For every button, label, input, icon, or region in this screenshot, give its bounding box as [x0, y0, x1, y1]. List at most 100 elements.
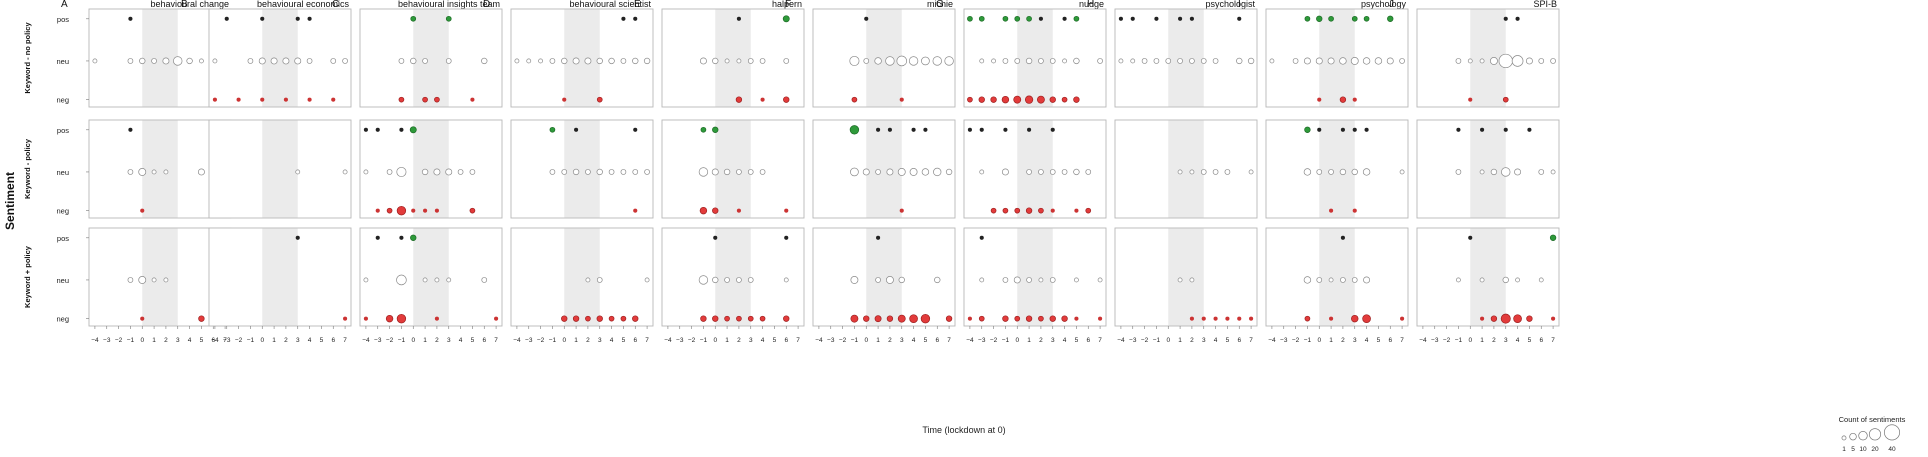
point-neu — [422, 58, 428, 64]
x-tick-label: 7 — [645, 337, 649, 344]
point-neg — [784, 208, 789, 213]
lockdown-band — [1319, 120, 1355, 218]
point-neu — [1502, 276, 1509, 284]
point-pos — [128, 16, 133, 21]
point-neg — [260, 97, 265, 102]
point-pos — [979, 235, 984, 240]
point-neu — [1467, 58, 1473, 64]
sentiment-tick-label: neu — [56, 276, 69, 285]
panel-cell — [661, 8, 805, 108]
point-neu — [1315, 57, 1323, 65]
point-neu — [294, 57, 302, 65]
panel-keyword: behavioural economics — [257, 0, 350, 9]
x-tick-label: 6 — [1237, 337, 1241, 344]
point-pos — [549, 126, 556, 133]
point-neu — [724, 58, 730, 64]
x-tick-label: −3 — [1129, 337, 1137, 344]
point-neu — [1189, 58, 1195, 64]
row-label: Keyword - policy — [23, 138, 32, 199]
point-neu — [596, 277, 603, 283]
point-pos — [1027, 127, 1032, 132]
x-tick-label: 4 — [188, 337, 192, 344]
point-pos — [876, 127, 881, 132]
point-neg — [423, 208, 428, 213]
x-tick-label: 1 — [152, 337, 156, 344]
legend-size-circle — [1884, 424, 1900, 441]
point-pos — [736, 16, 741, 21]
x-tick-label: 1 — [1329, 337, 1333, 344]
point-neg — [620, 315, 627, 322]
x-tick-label: −4 — [211, 337, 219, 344]
point-neu — [1153, 58, 1160, 64]
point-pos — [1073, 15, 1080, 22]
point-neu — [875, 277, 881, 283]
x-tick-label: −2 — [235, 337, 243, 344]
x-tick-label: 3 — [749, 337, 753, 344]
panel-keyword: psychology — [1361, 0, 1407, 9]
point-neu — [139, 57, 146, 65]
point-pos — [1130, 16, 1135, 21]
point-neu — [138, 276, 147, 284]
point-neg — [874, 315, 882, 323]
sentiment-tick-label: neg — [56, 315, 69, 324]
panel-keyword: behavioural insights team — [398, 0, 500, 9]
point-neg — [967, 316, 972, 321]
point-neu — [1247, 57, 1255, 65]
panel-letter: D — [483, 0, 490, 10]
point-neu — [127, 277, 134, 283]
point-neu — [632, 57, 639, 65]
lockdown-band — [1319, 228, 1355, 326]
lockdown-band — [715, 120, 751, 218]
x-tick-label: 5 — [1528, 337, 1532, 344]
point-neg — [759, 315, 766, 322]
point-neg — [1014, 207, 1021, 214]
point-neg — [331, 97, 336, 102]
point-neu — [1514, 168, 1522, 176]
point-neg — [1074, 316, 1079, 321]
point-neu — [1455, 169, 1462, 175]
x-tick-label: −3 — [374, 337, 382, 344]
point-pos — [445, 15, 452, 22]
point-neg — [1351, 314, 1359, 323]
panel-cell — [1416, 8, 1560, 108]
point-neu — [850, 167, 859, 177]
point-neu — [585, 169, 591, 175]
point-neg — [1189, 316, 1194, 321]
point-neg — [375, 208, 380, 213]
point-neg — [1551, 316, 1556, 321]
point-neu — [1248, 169, 1254, 175]
point-neg — [1490, 315, 1498, 322]
x-tick-label: −2 — [990, 337, 998, 344]
point-neg — [1213, 316, 1218, 321]
point-neg — [967, 96, 973, 103]
point-neu — [163, 277, 169, 283]
point-neu — [1269, 58, 1275, 64]
x-tick-label: −3 — [676, 337, 684, 344]
x-tick-label: 2 — [1190, 337, 1194, 344]
panel-cell — [1114, 119, 1258, 219]
point-neu — [1303, 57, 1311, 65]
point-neu — [991, 58, 996, 64]
point-pos — [574, 127, 579, 132]
point-neu — [1236, 57, 1243, 65]
x-tick-label: −4 — [362, 337, 370, 344]
point-neg — [1049, 96, 1056, 103]
panel-cell: −4 −3 −2 −1 0 1 2 3 4 5 6 7 — [1265, 227, 1409, 344]
x-tick-label: 3 — [447, 337, 451, 344]
x-tick-label: −3 — [103, 337, 111, 344]
point-neg — [735, 96, 743, 103]
point-neg — [596, 315, 603, 322]
point-pos — [887, 127, 892, 132]
point-neu — [712, 57, 719, 65]
point-neg — [897, 314, 906, 323]
point-neu — [295, 169, 301, 175]
point-neg — [1001, 95, 1010, 104]
point-neu — [1363, 276, 1371, 284]
x-tick-label: 3 — [1202, 337, 1206, 344]
panel-cell — [510, 8, 654, 108]
panel-letter: C — [332, 0, 339, 10]
point-neg — [236, 97, 241, 102]
